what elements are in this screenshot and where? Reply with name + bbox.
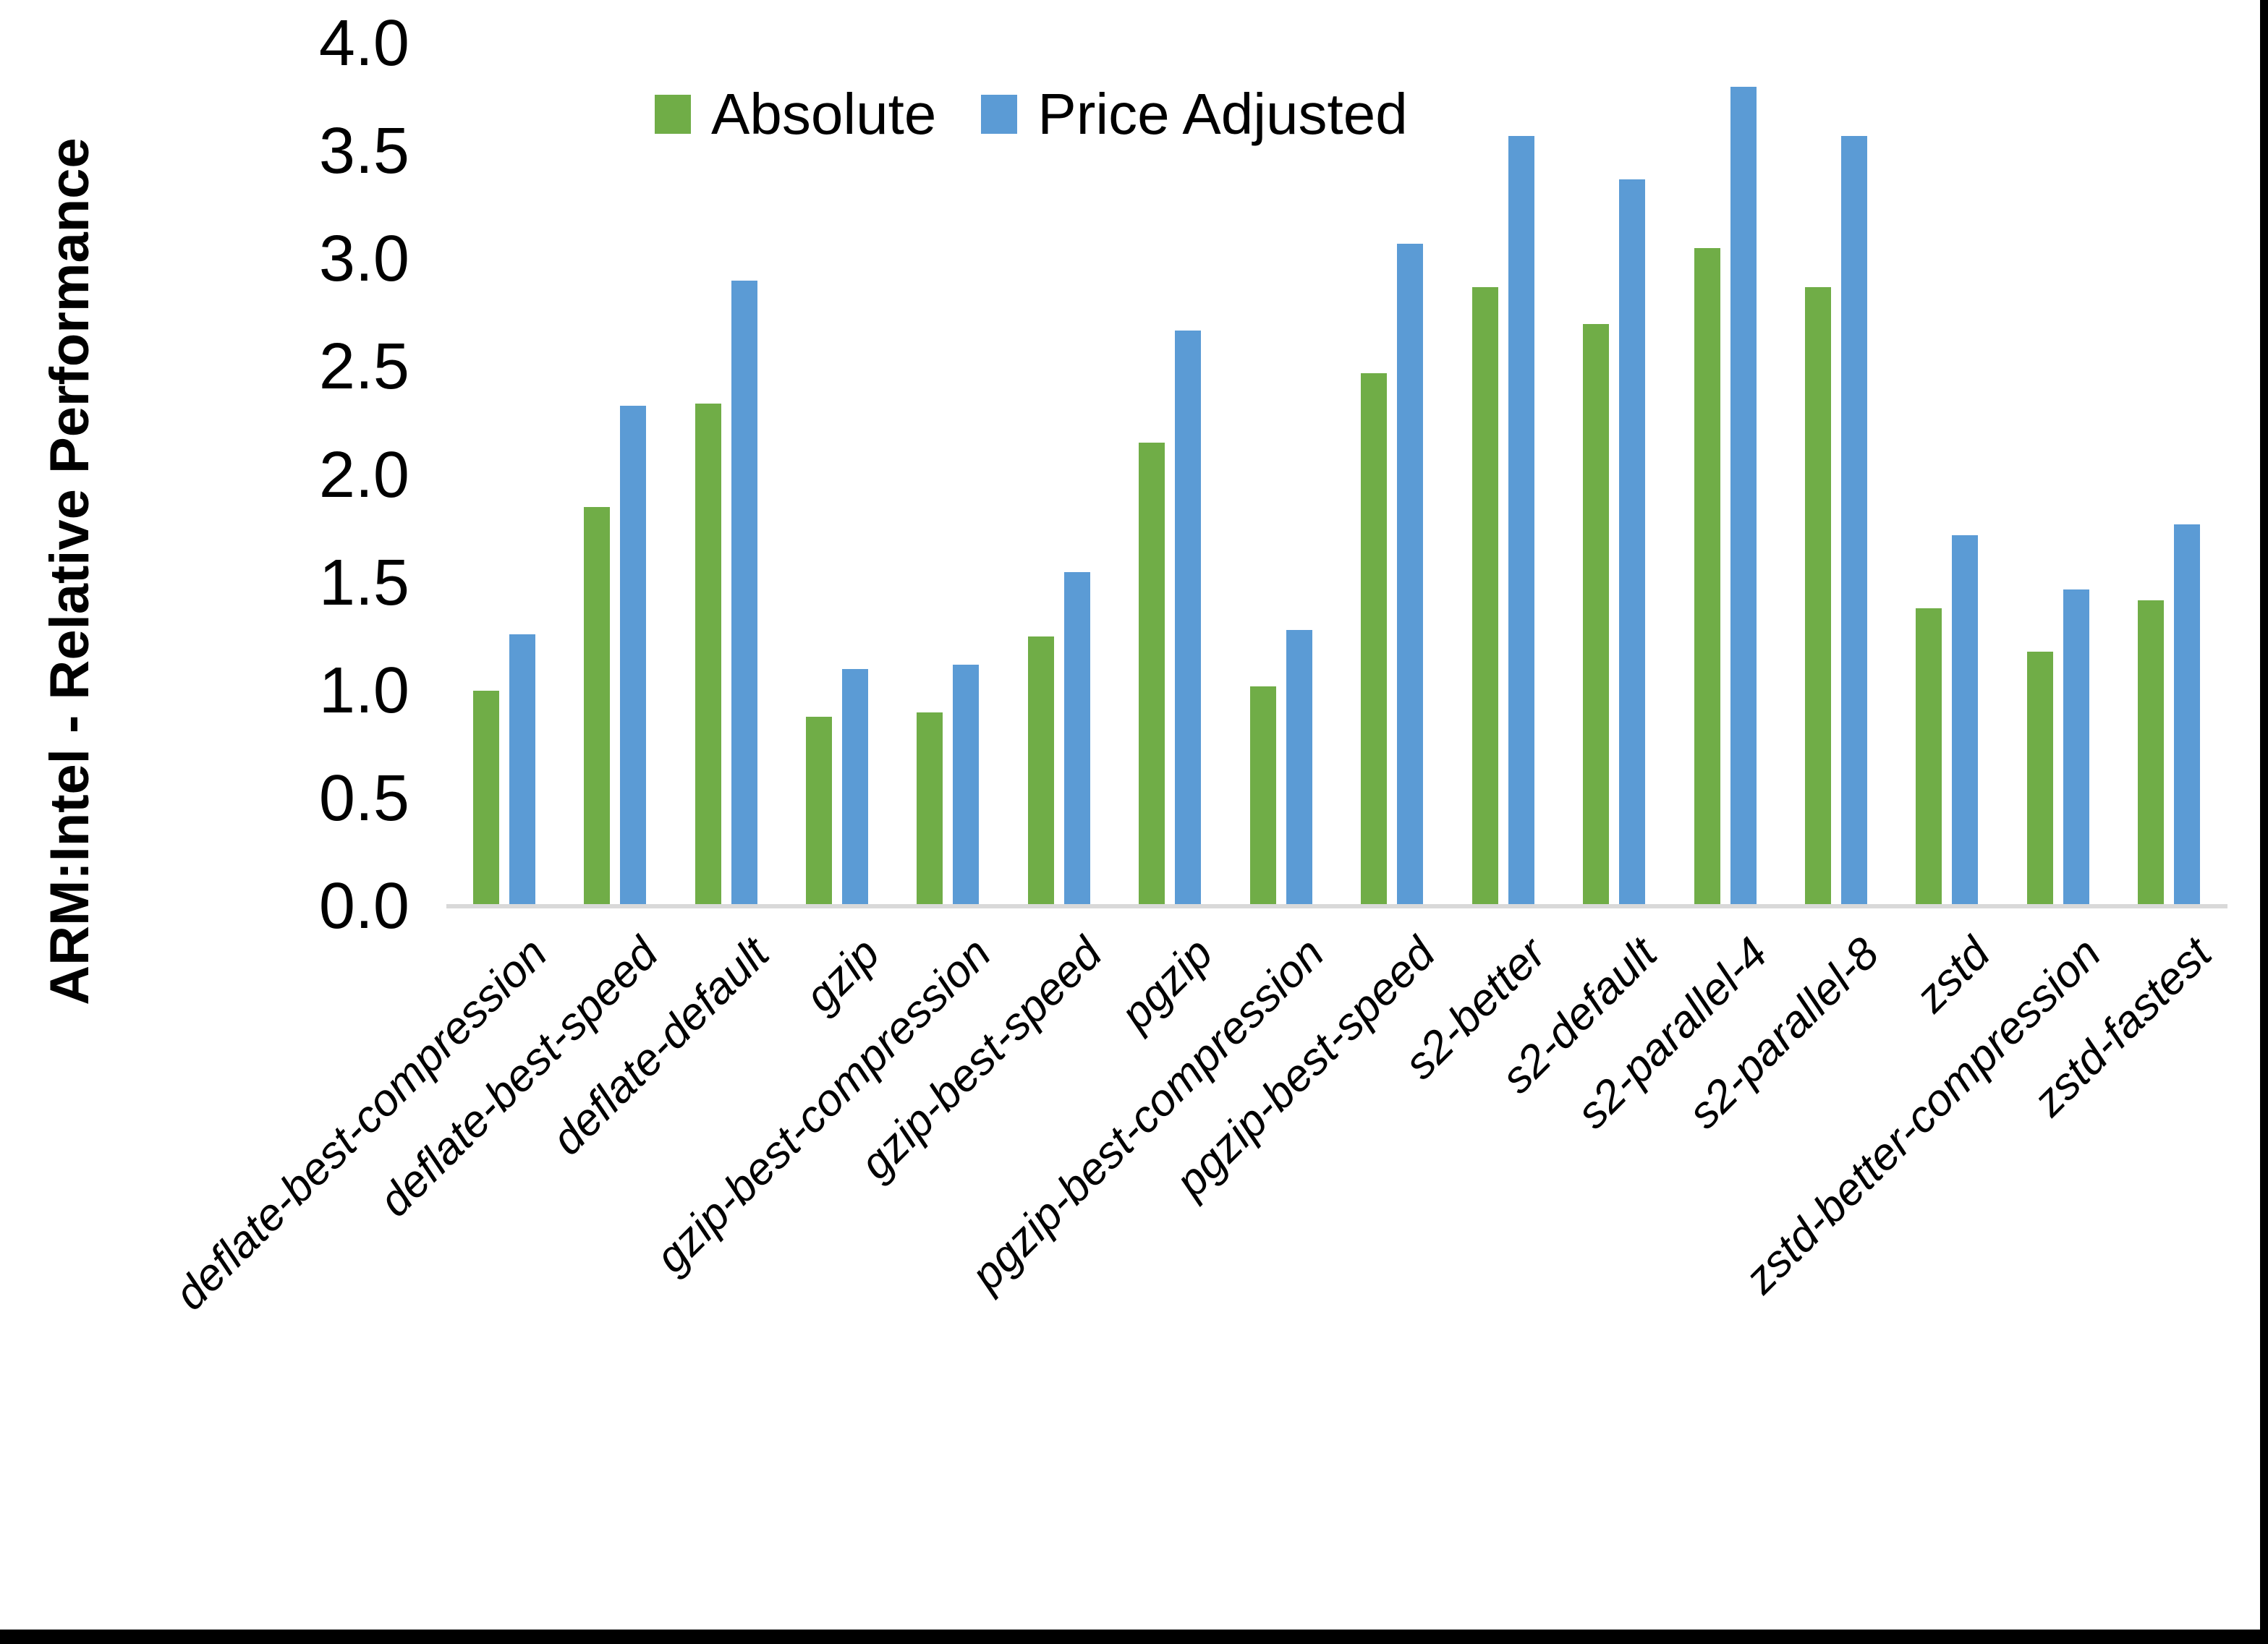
- bar-price-adjusted: [1952, 535, 1979, 906]
- bar-group: [1448, 43, 1558, 906]
- bar-price-adjusted: [1175, 330, 1202, 906]
- bar-absolute: [584, 507, 611, 906]
- bar-group: [559, 43, 670, 906]
- bar-absolute: [2026, 652, 2053, 906]
- y-tick-label: 1.5: [318, 546, 409, 619]
- bar-absolute: [1361, 373, 1388, 906]
- bar-group: [1003, 43, 1114, 906]
- y-tick-label: 3.5: [318, 115, 409, 188]
- bar-group: [1670, 43, 1780, 906]
- bar-absolute: [695, 404, 721, 906]
- bar-price-adjusted: [1619, 179, 1646, 906]
- legend-label: Absolute: [711, 82, 937, 146]
- x-axis-line: [446, 904, 2227, 908]
- bar-absolute: [1804, 287, 1831, 906]
- bar-group: [2114, 43, 2225, 906]
- bar-absolute: [1139, 442, 1165, 906]
- bar-group: [449, 43, 559, 906]
- y-tick-label: 0.0: [318, 870, 409, 942]
- bar-group: [1780, 43, 1891, 906]
- plot-area: [449, 43, 2225, 906]
- legend-label: Price Adjusted: [1037, 82, 1408, 146]
- bar-absolute: [472, 690, 499, 906]
- bar-absolute: [2138, 600, 2165, 906]
- legend-swatch-icon: [655, 95, 691, 134]
- bar-group: [1337, 43, 1448, 906]
- y-tick-label: 0.5: [318, 762, 409, 835]
- legend: Absolute Price Adjusted: [655, 82, 1453, 146]
- window-border-right: [2260, 0, 2268, 1644]
- bar-absolute: [1027, 636, 1054, 906]
- y-tick-label: 3.0: [318, 223, 409, 296]
- bar-price-adjusted: [1508, 136, 1534, 906]
- bar-group: [1115, 43, 1226, 906]
- bar-price-adjusted: [509, 634, 535, 906]
- y-tick-label: 4.0: [318, 7, 409, 80]
- bar-price-adjusted: [620, 406, 647, 906]
- bar-group: [781, 43, 892, 906]
- bar-absolute: [1916, 608, 1942, 906]
- bar-group: [1892, 43, 2002, 906]
- window-border-bottom: [0, 1630, 2268, 1644]
- bar-group: [2002, 43, 2113, 906]
- y-tick-label: 2.0: [318, 438, 409, 511]
- bar-price-adjusted: [842, 668, 869, 906]
- bar-group: [1558, 43, 1669, 906]
- bar-absolute: [806, 716, 833, 906]
- y-tick-label: 1.0: [318, 654, 409, 727]
- bar-price-adjusted: [2063, 589, 2089, 906]
- legend-item-price-adjusted: Price Adjusted: [981, 82, 1408, 146]
- bar-group: [1226, 43, 1336, 906]
- bar-absolute: [1694, 248, 1720, 906]
- bar-absolute: [917, 712, 943, 906]
- bar-price-adjusted: [1397, 244, 1424, 906]
- bar-price-adjusted: [1286, 630, 1312, 906]
- y-axis-title: ARM:Intel - Relative Performance: [39, 137, 101, 1005]
- bar-group: [671, 43, 781, 906]
- bar-price-adjusted: [953, 664, 980, 906]
- bar-absolute: [1249, 686, 1276, 906]
- y-tick-label: 2.5: [318, 331, 409, 404]
- bar-price-adjusted: [1063, 571, 1090, 906]
- bar-price-adjusted: [731, 281, 757, 906]
- bar-group: [893, 43, 1003, 906]
- x-tick-label: zstd: [1906, 928, 2000, 1022]
- legend-item-absolute: Absolute: [655, 82, 937, 146]
- bar-absolute: [1471, 287, 1498, 906]
- legend-swatch-icon: [981, 95, 1018, 134]
- bar-price-adjusted: [1730, 86, 1757, 906]
- bar-price-adjusted: [1840, 136, 1867, 906]
- bar-price-adjusted: [2174, 524, 2201, 906]
- x-tick-label: gzip: [796, 928, 890, 1022]
- bar-absolute: [1583, 323, 1610, 906]
